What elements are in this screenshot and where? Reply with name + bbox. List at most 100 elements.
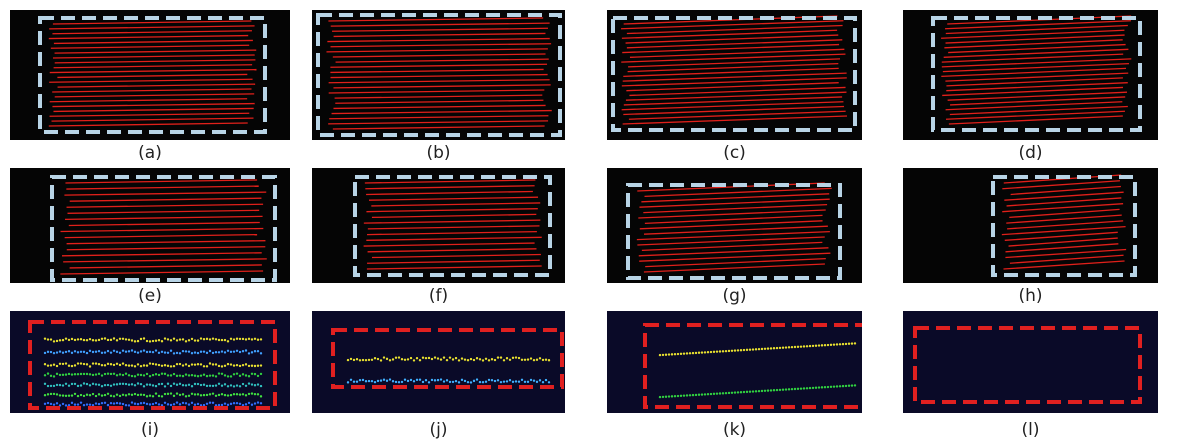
point	[82, 350, 86, 354]
point	[400, 358, 404, 361]
point	[187, 350, 191, 353]
point	[88, 337, 92, 341]
point	[130, 349, 134, 352]
point	[91, 392, 95, 396]
point	[133, 402, 137, 405]
point	[751, 390, 755, 393]
point	[187, 364, 191, 368]
point	[208, 338, 212, 341]
point	[205, 374, 209, 378]
scan-line	[628, 110, 846, 120]
point	[238, 402, 242, 405]
point	[256, 383, 260, 386]
point	[421, 356, 425, 359]
panel-label: (f)	[429, 286, 448, 306]
point	[190, 337, 194, 341]
point	[139, 393, 143, 396]
point	[196, 382, 200, 386]
point	[487, 378, 491, 382]
point	[124, 382, 128, 386]
point	[145, 395, 149, 398]
panel: (l)	[903, 311, 1158, 440]
point	[460, 378, 464, 382]
point	[208, 384, 212, 387]
point	[763, 347, 767, 350]
point	[451, 380, 455, 384]
point	[46, 401, 50, 405]
point	[67, 350, 71, 353]
point	[436, 378, 440, 382]
scan-line	[49, 68, 257, 74]
point	[79, 393, 83, 397]
point	[82, 372, 86, 376]
scan-line	[49, 98, 248, 103]
point	[103, 372, 107, 376]
scan-line	[945, 34, 1125, 44]
point	[181, 338, 185, 341]
point	[253, 392, 257, 396]
point	[760, 347, 764, 351]
point	[451, 358, 455, 361]
point	[232, 385, 236, 388]
point	[46, 372, 50, 375]
point	[127, 404, 131, 407]
point	[64, 373, 68, 376]
point	[205, 402, 209, 405]
point	[112, 383, 116, 386]
point	[49, 402, 53, 406]
point	[130, 339, 134, 342]
point	[217, 351, 221, 354]
point	[448, 356, 452, 359]
scan-line	[1007, 220, 1124, 230]
point	[184, 350, 188, 353]
point	[508, 358, 512, 361]
point	[853, 384, 857, 387]
point	[160, 404, 164, 407]
point	[256, 350, 260, 353]
point	[367, 358, 371, 362]
point	[94, 373, 98, 376]
point	[721, 350, 725, 353]
scan-line	[945, 110, 1126, 120]
point	[151, 395, 155, 398]
point	[430, 378, 434, 382]
point	[478, 358, 482, 361]
scan-line	[52, 54, 255, 59]
point	[139, 350, 143, 353]
point	[148, 403, 152, 406]
point	[811, 386, 815, 390]
point	[136, 393, 140, 397]
scan-line	[371, 202, 541, 207]
point	[76, 394, 80, 398]
scan-line	[1009, 208, 1120, 219]
point	[49, 392, 53, 396]
point	[214, 384, 218, 387]
point	[202, 338, 206, 341]
dashed-box	[931, 16, 1142, 132]
scan-line	[1008, 237, 1118, 247]
point	[187, 403, 191, 406]
point	[241, 382, 245, 386]
point	[742, 390, 746, 394]
point	[118, 351, 122, 354]
scan-line	[49, 112, 250, 117]
point	[244, 349, 248, 352]
scan-line	[330, 73, 548, 79]
point	[196, 402, 200, 406]
point	[259, 338, 263, 341]
scan-line	[941, 58, 1132, 68]
scan-line	[368, 196, 539, 201]
point	[661, 353, 665, 357]
scan-line	[68, 221, 260, 227]
point	[694, 351, 698, 355]
point	[673, 353, 677, 356]
point	[85, 393, 89, 396]
point	[70, 351, 74, 355]
panel-label: (c)	[723, 143, 746, 163]
point	[799, 387, 803, 390]
point	[742, 348, 746, 352]
point	[199, 350, 203, 353]
point	[145, 402, 149, 406]
point	[376, 357, 380, 361]
point	[196, 351, 200, 355]
